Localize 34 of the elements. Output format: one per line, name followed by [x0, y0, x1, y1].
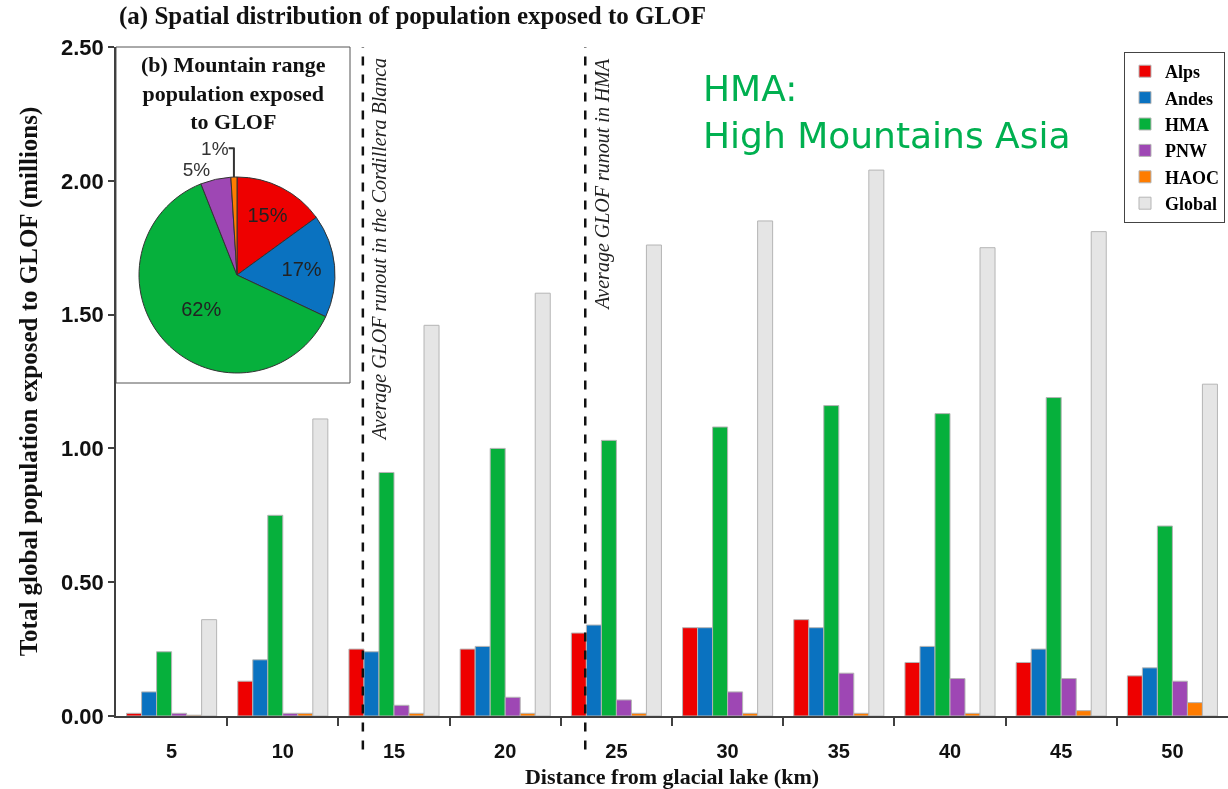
x-tick-label: 40 — [938, 739, 962, 762]
y-tick-label: 0.00 — [61, 703, 104, 729]
data-label: 5% — [182, 158, 211, 180]
legend-label: Alps — [1165, 62, 1201, 83]
x-tick-label: 10 — [271, 739, 294, 762]
x-tick-label: 20 — [494, 739, 517, 762]
x-tick-label: 5 — [166, 739, 178, 762]
legend-label: HMA — [1165, 115, 1209, 136]
legend-label: HAOC — [1165, 167, 1219, 188]
x-axis-title: Distance from glacial lake (km) — [524, 764, 820, 789]
x-tick-label: 15 — [382, 739, 406, 762]
ref-line-label: Average GLOF runout in the Cordillera Blanca — [368, 57, 392, 442]
data-label: 1% — [201, 137, 229, 159]
data-label: 17% — [281, 257, 322, 280]
x-tick-label: 35 — [827, 739, 850, 762]
data-label: 62% — [181, 297, 222, 320]
legend-label: PNW — [1165, 141, 1207, 162]
x-tick-label: 50 — [1161, 739, 1184, 762]
annotation: HMA: High Mountains Asia — [703, 68, 1071, 156]
legend-label: Andes — [1165, 88, 1214, 109]
y-tick-label: 0.50 — [61, 569, 104, 595]
y-tick-label: 1.50 — [61, 302, 104, 328]
x-tick-label: 25 — [605, 739, 628, 762]
data-label: 15% — [247, 203, 288, 226]
x-tick-label: 45 — [1050, 739, 1073, 762]
y-tick-label: 1.00 — [61, 436, 104, 462]
y-tick-label: 2.00 — [61, 168, 104, 194]
chart-title: (a) Spatial distribution of population exposed to GLOF — [119, 1, 706, 30]
legend-label: Global — [1165, 194, 1218, 215]
ref-line-label: Average GLOF runout in HMA — [590, 58, 614, 311]
chart-title: (b) Mountain range population exposed to GLOF — [141, 52, 326, 135]
y-axis-title: Total global population exposed to GLOF (millions) — [15, 106, 44, 657]
x-tick-label: 30 — [716, 739, 739, 762]
y-tick-label: 2.50 — [61, 34, 104, 60]
